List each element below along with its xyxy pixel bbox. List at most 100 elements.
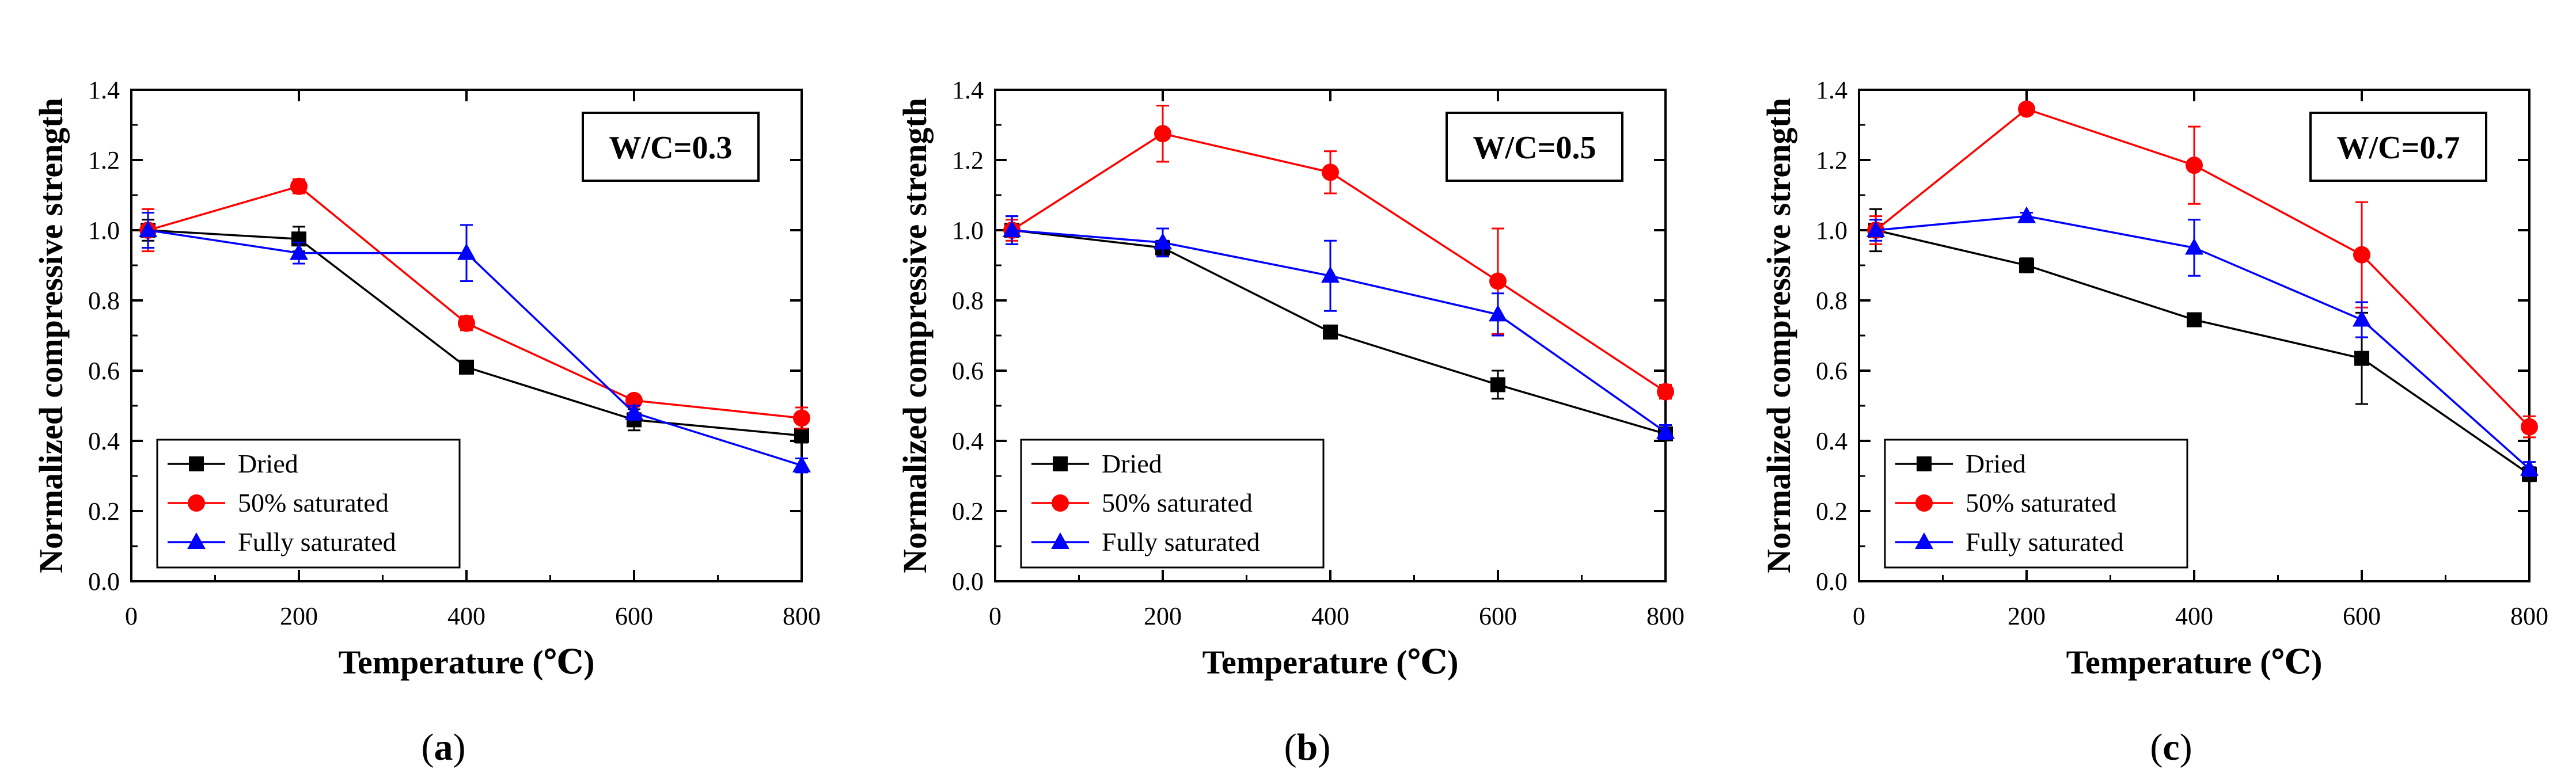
data-point — [457, 243, 476, 260]
panel-letter: b — [1297, 726, 1318, 768]
legend-marker — [1051, 532, 1069, 549]
annotation-box — [1446, 112, 1623, 182]
legend-label: Fully saturated — [1966, 527, 2124, 557]
series-line — [147, 185, 802, 420]
y-tick-label: 1.2 — [952, 146, 984, 174]
data-point — [1322, 163, 1339, 181]
legend-label: 50% saturated — [1966, 488, 2116, 517]
data-point — [1154, 233, 1172, 250]
y-tick-label: 1.0 — [952, 216, 984, 245]
series-triangle — [1866, 206, 2539, 477]
y-axis-title: Normalized compressive strength — [32, 98, 70, 573]
series-square — [141, 219, 809, 444]
data-point — [2187, 312, 2202, 327]
annotation-label: W/C=0.5 — [1473, 130, 1596, 166]
legend-marker — [1915, 532, 1933, 549]
data-point — [793, 409, 810, 427]
y-tick-label: 0.2 — [88, 497, 120, 525]
y-tick-label: 0.4 — [1816, 427, 1847, 455]
x-tick-label: 800 — [2510, 602, 2548, 630]
y-tick-label: 0.6 — [952, 357, 984, 385]
data-point — [792, 455, 811, 473]
legend-label: Dried — [238, 449, 298, 478]
data-point — [2186, 157, 2203, 174]
y-tick-label: 0.8 — [952, 287, 984, 315]
x-tick-label: 400 — [447, 602, 485, 630]
data-point — [1489, 272, 1507, 290]
series-triangle — [1003, 215, 1675, 440]
data-point — [2018, 100, 2035, 118]
x-tick-label: 600 — [615, 602, 653, 630]
y-tick-label: 0.6 — [88, 357, 120, 385]
data-point — [1866, 220, 1885, 237]
data-point — [2520, 459, 2539, 476]
series-square — [1004, 215, 1673, 441]
chart-panel-a: 0 200 400 600 800 0.0 0.2 0.4 0.6 0.8 1.0 1.2 1.4 Tem… — [32, 76, 821, 768]
series-line — [1875, 229, 2530, 475]
y-tick-label: 0.8 — [1816, 287, 1847, 315]
data-point — [1321, 266, 1340, 283]
data-point — [1003, 220, 1022, 237]
x-tick-label: 0 — [989, 602, 1001, 630]
panel-label: (c) — [2150, 726, 2192, 768]
x-axis-title: Temperature (℃) — [339, 643, 595, 681]
x-tick-label: 0 — [125, 602, 138, 630]
series-line — [147, 229, 802, 467]
data-point — [2353, 310, 2371, 327]
series-line — [1011, 229, 1666, 435]
annotation-box — [2309, 112, 2487, 182]
data-point — [2521, 418, 2538, 436]
legend-marker — [1915, 494, 1933, 512]
y-tick-label: 1.4 — [88, 76, 120, 104]
x-tick-label: 200 — [280, 602, 318, 630]
y-tick-label: 0.0 — [952, 567, 984, 596]
y-tick-label: 1.4 — [1816, 76, 1847, 104]
y-tick-label: 0.8 — [88, 287, 120, 315]
data-point — [1656, 422, 1675, 439]
series-circle — [139, 177, 810, 430]
legend-marker — [1053, 456, 1068, 471]
data-point — [625, 403, 643, 420]
data-point — [625, 391, 643, 409]
x-tick-label: 600 — [1479, 602, 1517, 630]
legend-label: 50% saturated — [238, 488, 389, 517]
x-tick-label: 600 — [2343, 602, 2381, 630]
panel-letter: c — [2163, 726, 2179, 768]
data-point — [794, 428, 809, 443]
x-tick-label: 200 — [2008, 602, 2046, 630]
data-point — [290, 243, 308, 260]
y-tick-label: 1.0 — [1816, 216, 1847, 245]
data-point — [459, 359, 474, 375]
y-tick-label: 0.4 — [952, 427, 984, 455]
data-point — [2354, 351, 2369, 366]
data-point — [2185, 238, 2203, 255]
data-point — [139, 220, 158, 237]
legend-label: Fully saturated — [1102, 527, 1260, 557]
y-tick-label: 1.4 — [952, 76, 984, 104]
panel-letter: a — [434, 726, 453, 768]
legend-label: Fully saturated — [238, 527, 396, 557]
x-tick-label: 400 — [1311, 602, 1349, 630]
annotation-box — [582, 112, 760, 182]
y-tick-label: 0.0 — [1816, 567, 1847, 596]
data-point — [1323, 324, 1338, 340]
x-tick-label: 800 — [783, 602, 821, 630]
data-point — [290, 177, 308, 195]
panel-label: (a) — [422, 726, 466, 768]
x-axis-title: Temperature (℃) — [2066, 643, 2323, 681]
legend-marker — [188, 494, 205, 512]
y-tick-label: 1.2 — [88, 146, 120, 174]
y-axis-title: Normalized compressive strength — [896, 98, 934, 573]
data-point — [458, 314, 475, 332]
y-axis-title: Normalized compressive strength — [1760, 98, 1797, 573]
annotation-label: W/C=0.3 — [609, 130, 733, 166]
legend-marker — [1052, 494, 1069, 512]
legend-marker — [1917, 456, 1932, 471]
legend-label: Dried — [1102, 449, 1162, 478]
data-point — [1154, 125, 1171, 143]
data-point — [2353, 246, 2370, 264]
series-line — [1011, 229, 1667, 433]
y-tick-label: 1.2 — [1816, 146, 1847, 174]
annotation-label: W/C=0.7 — [2337, 130, 2460, 166]
